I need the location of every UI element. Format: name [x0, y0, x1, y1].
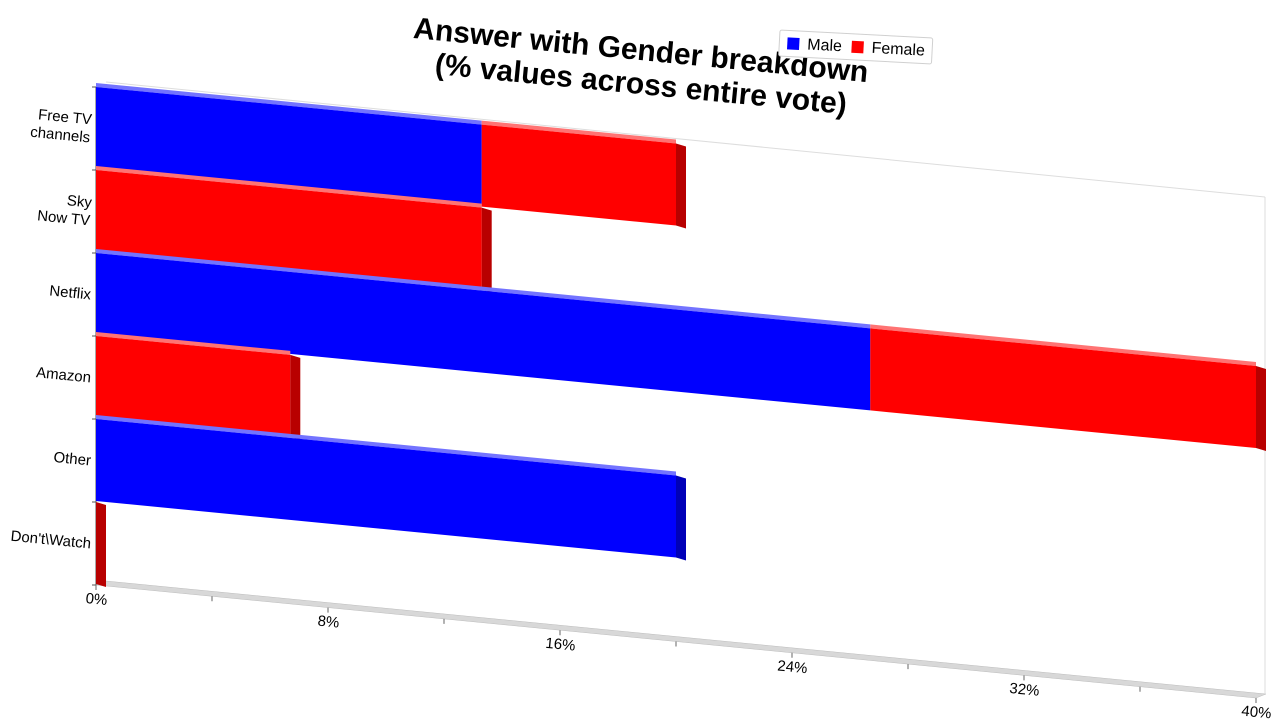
legend-label-male: Male: [807, 36, 843, 55]
bar-front-face: [96, 419, 676, 558]
value-tick-label: 32%: [1009, 680, 1041, 700]
bar-top-face: [870, 324, 1256, 366]
bars: [96, 83, 1266, 587]
bar-segment-female: [96, 332, 291, 437]
bar-end-cap: [1256, 366, 1266, 451]
bar-top-face: [96, 249, 871, 329]
bar-front-face: [870, 328, 1256, 448]
bar-top-face: [96, 166, 482, 208]
bar-segment-female: [870, 324, 1256, 448]
back-wall-top-edge: [105, 81, 1266, 198]
value-tick-label: 8%: [317, 613, 340, 632]
bar-segment-male: [96, 415, 676, 558]
value-tick-label: 0%: [85, 590, 108, 609]
bar-end-cap: [481, 207, 492, 293]
value-tick-label: 40%: [1241, 703, 1273, 720]
category-label: Netflix: [49, 282, 93, 303]
category-label: Other: [53, 449, 92, 470]
bar-end-cap: [676, 143, 686, 229]
value-tick-label: 24%: [777, 657, 809, 677]
bar-front-face: [96, 253, 871, 411]
category-axis: Free TVchannels SkyNow TV Netflix Amazon Oth…: [10, 86, 97, 586]
category-label: Don't\Watch: [10, 528, 92, 553]
category-label: SkyNow TV: [36, 189, 93, 229]
bar-top-face: [96, 415, 676, 476]
bar-end-cap: [676, 475, 686, 561]
value-axis: 0% 8% 16% 24% 32% 40%: [85, 585, 1272, 720]
category-label: Free TVchannels: [29, 106, 92, 147]
bar-end-cap: [290, 354, 301, 440]
bar-end-cap: [96, 502, 106, 587]
bar-front-face: [481, 124, 676, 226]
bar-segment-male: [96, 249, 871, 411]
bar-top-face: [96, 332, 291, 355]
chart-legend: Male Female: [778, 29, 934, 65]
legend-swatch-female: [851, 40, 864, 54]
category-label: Amazon: [35, 364, 91, 386]
legend-label-female: Female: [871, 40, 925, 60]
floor-plane: [95, 580, 1267, 699]
legend-swatch-male: [786, 37, 800, 51]
bar-front-face: [96, 336, 291, 437]
bar-segment-female: [481, 120, 676, 226]
value-tick-label: 16%: [545, 635, 577, 655]
bar-top-face: [481, 120, 676, 144]
bar-top-face: [96, 83, 482, 125]
chart-title: Answer with Gender breakdown(% values ac…: [412, 12, 870, 121]
